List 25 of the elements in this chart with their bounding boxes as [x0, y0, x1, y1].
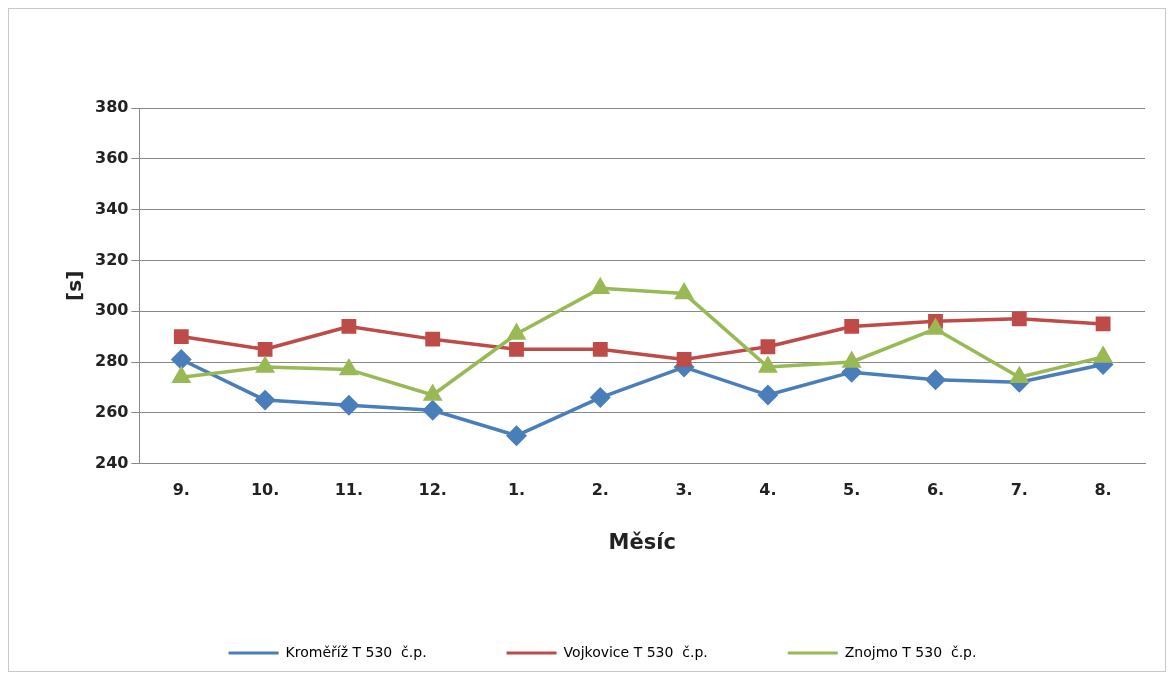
x-tick-label: 7. — [1010, 480, 1028, 500]
y-tick-label: 260 — [94, 401, 129, 421]
x-tick-label: 1. — [507, 480, 526, 500]
x-tick-label: 6. — [926, 480, 945, 500]
y-tick-label: 380 — [94, 97, 129, 117]
y-tick-label: 340 — [94, 198, 129, 218]
y-tick-label: 240 — [94, 452, 129, 472]
legend-label: Kroměříž T 530 č.p. — [285, 643, 427, 660]
x-tick-label: 3. — [675, 480, 693, 500]
y-tick-label: 300 — [94, 300, 129, 320]
legend-label: Vojkovice T 530 č.p. — [563, 643, 708, 660]
x-tick-label: 10. — [250, 480, 280, 500]
legend-label: Znojmo T 530 č.p. — [844, 643, 977, 660]
x-tick-label: 11. — [334, 480, 364, 500]
x-tick-label: 12. — [418, 480, 447, 500]
x-tick-label: 9. — [172, 480, 190, 500]
y-tick-label: 280 — [94, 351, 129, 371]
y-tick-label: 360 — [94, 147, 129, 167]
x-axis-title: Měsíc — [608, 529, 676, 554]
x-tick-label: 4. — [759, 480, 777, 500]
y-tick-label: 320 — [94, 249, 129, 269]
x-tick-label: 8. — [1094, 480, 1112, 500]
y-axis-title: [s] — [62, 270, 87, 301]
x-tick-label: 5. — [843, 480, 861, 500]
x-tick-label: 2. — [591, 480, 609, 500]
